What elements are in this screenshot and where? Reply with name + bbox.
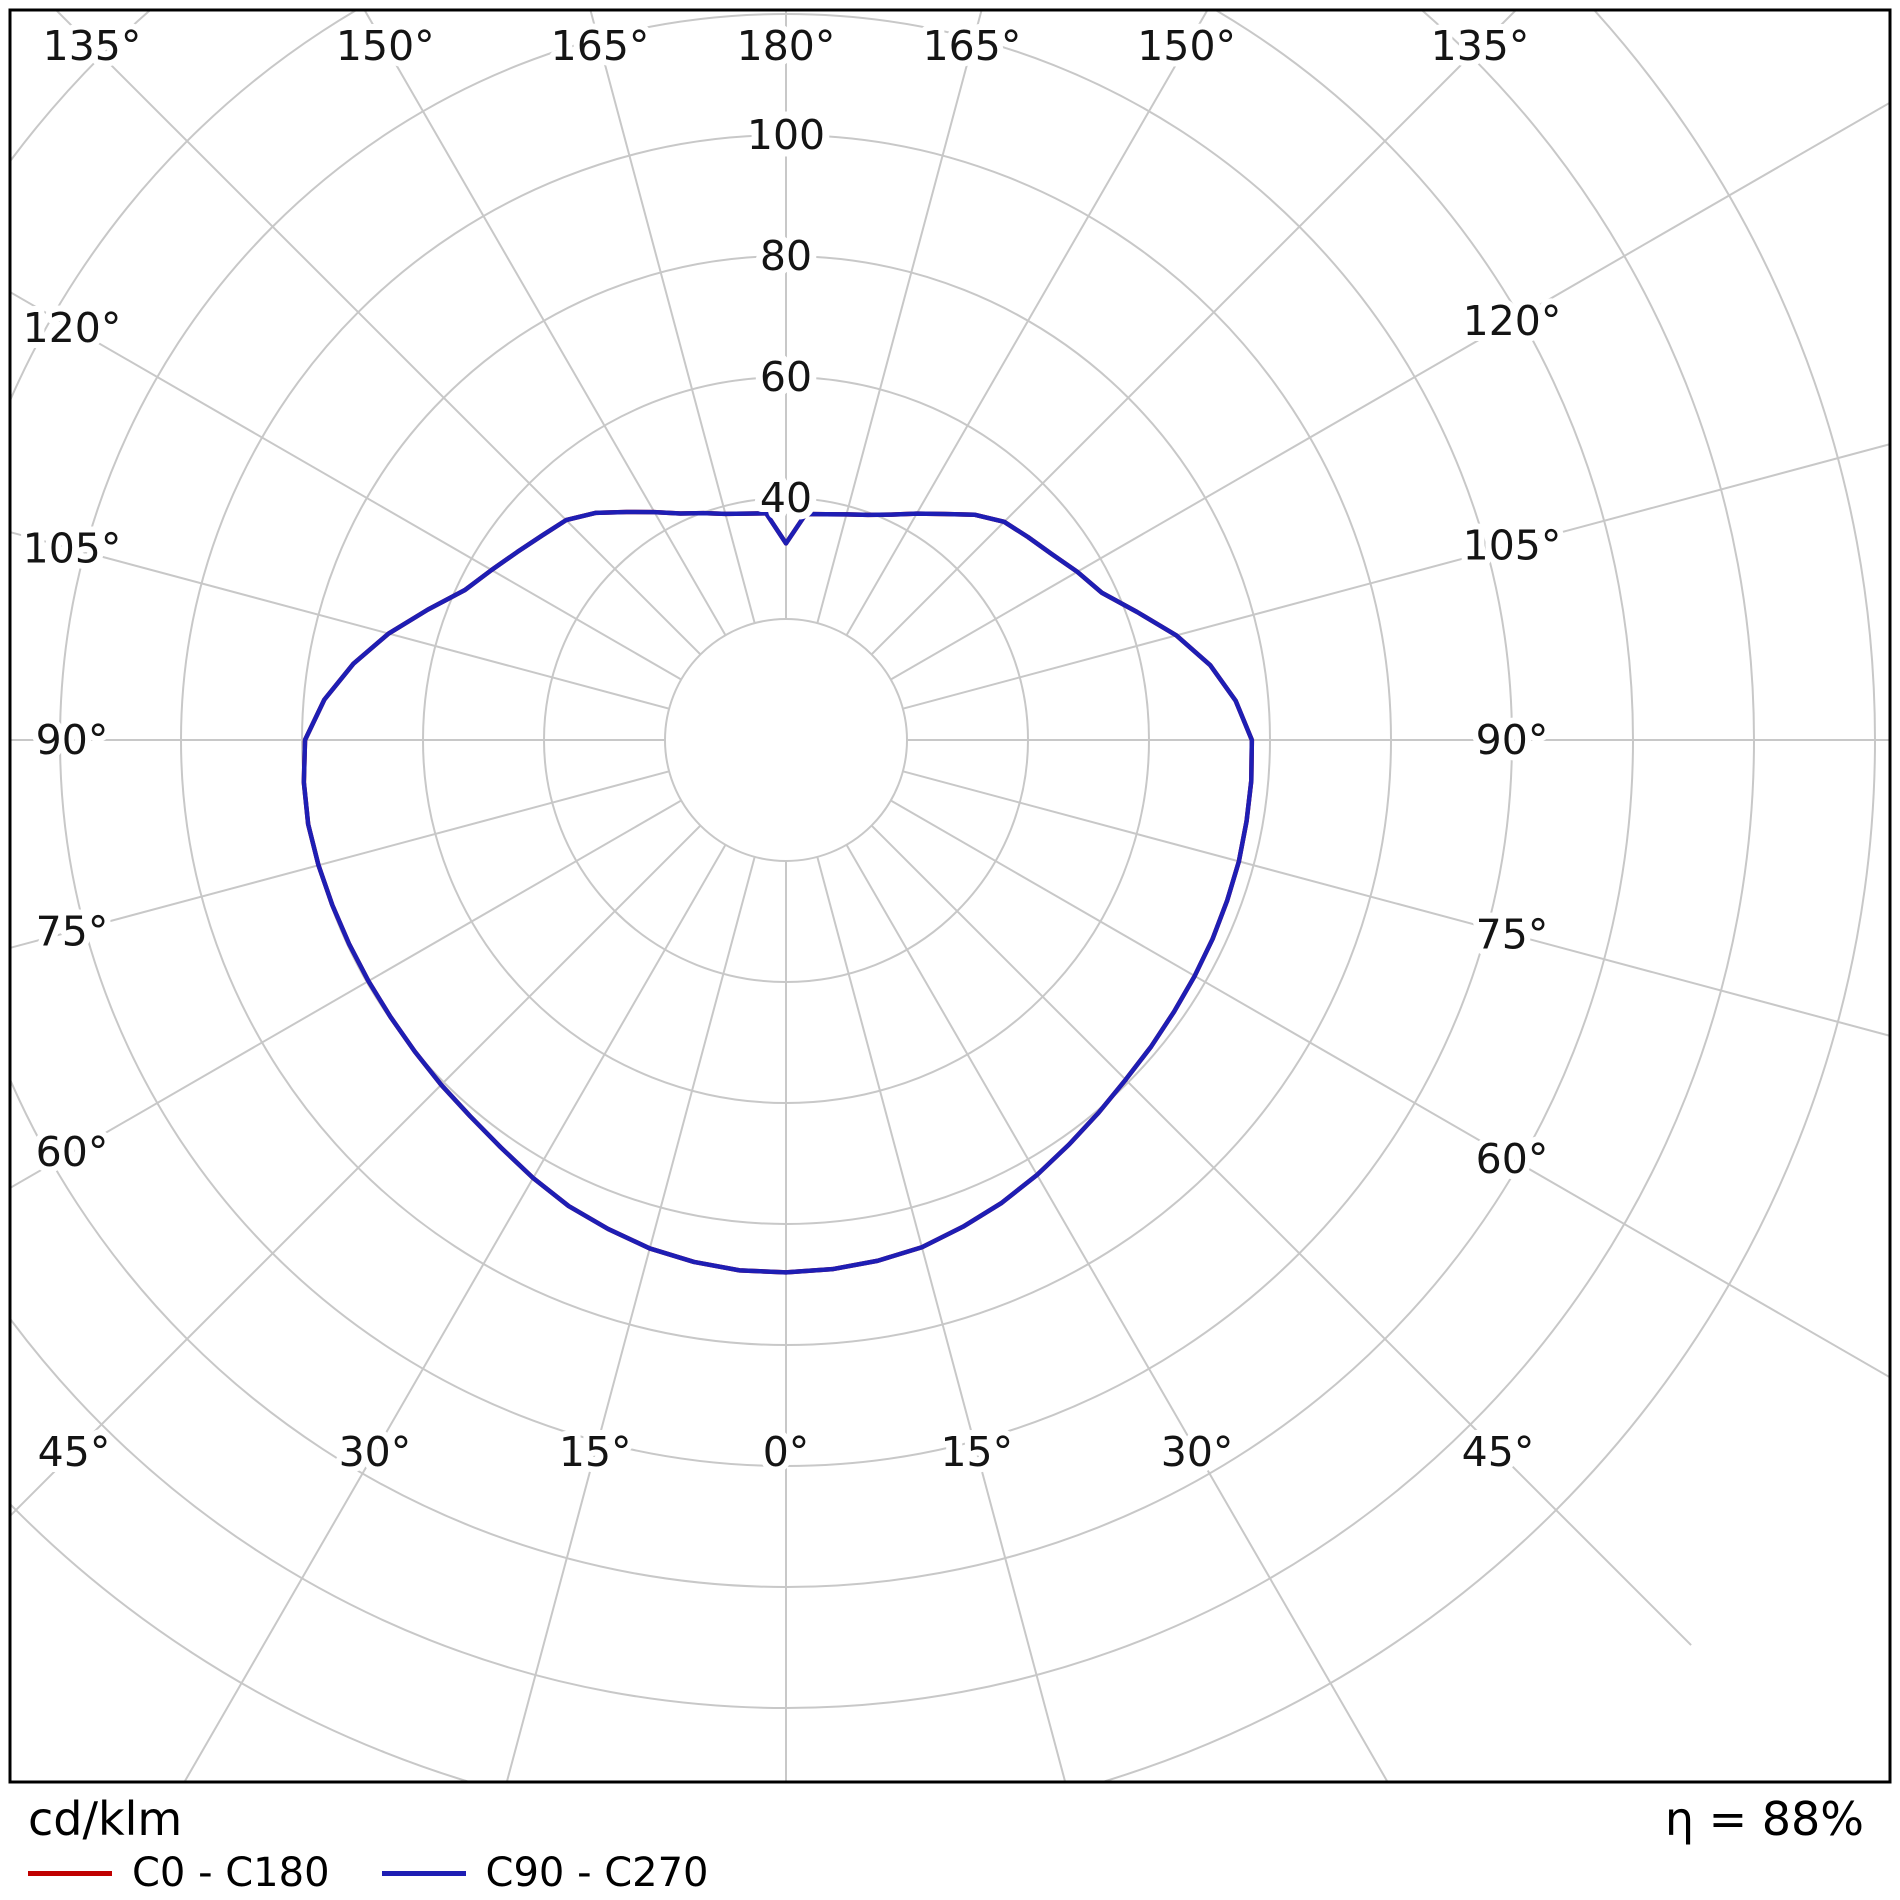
angle-label: 105°: [1463, 521, 1562, 569]
legend-label: C0 - C180: [132, 1850, 330, 1896]
grid-circle: [664, 618, 908, 862]
angle-label: 60°: [1476, 1135, 1549, 1183]
angle-label: 45°: [38, 1428, 111, 1476]
curve-c0-c180: [301, 509, 1255, 1275]
radial-tick-label: 40: [760, 474, 812, 522]
grid-spoke: [506, 856, 756, 1781]
grid-spoke: [890, 102, 1889, 681]
grid-spoke: [184, 844, 727, 1781]
grid-spoke: [902, 770, 1889, 1037]
radial-tick-label: 100: [747, 111, 825, 159]
grid-spoke: [845, 11, 1208, 636]
legend: C0 - C180 C90 - C270: [28, 1850, 761, 1896]
angle-label: 150°: [1137, 22, 1236, 70]
angle-label: 30°: [339, 1428, 412, 1476]
legend-item-c0-c180: C0 - C180: [28, 1850, 330, 1896]
angle-label: 180°: [737, 22, 836, 70]
legend-item-c90-c270: C90 - C270: [381, 1850, 709, 1896]
angle-label: 165°: [923, 22, 1022, 70]
angle-label: 105°: [23, 525, 122, 573]
radial-tick-label: 80: [760, 232, 812, 280]
grid-spoke: [11, 770, 670, 949]
grid-spoke: [56, 11, 702, 656]
angle-label: 120°: [23, 304, 122, 352]
angle-label: 90°: [1476, 716, 1549, 764]
angle-label: 45°: [1462, 1428, 1535, 1476]
angle-label: 75°: [36, 907, 109, 955]
angle-label: 0°: [763, 1428, 810, 1476]
angle-label: 135°: [1431, 22, 1530, 70]
efficiency-label: η = 88%: [1664, 1792, 1864, 1846]
grid-spoke: [11, 824, 702, 1516]
angle-label: 120°: [1463, 297, 1562, 345]
angle-label: 135°: [43, 22, 142, 70]
grid-spoke: [890, 799, 1889, 1378]
angle-label: 75°: [1476, 911, 1549, 959]
grid-spoke: [845, 844, 1388, 1781]
radial-tick-label: 60: [760, 353, 812, 401]
grid-spoke: [11, 799, 682, 1189]
legend-line-red-icon: [28, 1870, 112, 1876]
legend-line-blue-icon: [381, 1870, 466, 1876]
grid-spoke: [870, 824, 1692, 1646]
plot-border: [8, 8, 1892, 1784]
grid-spoke: [870, 11, 1516, 656]
angle-label: 90°: [36, 716, 109, 764]
angle-label: 15°: [559, 1428, 632, 1476]
angle-label: 15°: [940, 1428, 1013, 1476]
units-label: cd/klm: [28, 1792, 183, 1846]
grid-spoke: [364, 11, 727, 636]
grid-spoke: [589, 11, 756, 624]
grid-spoke: [902, 443, 1889, 710]
angle-label: 30°: [1161, 1428, 1234, 1476]
grid-spoke: [11, 291, 682, 681]
grid-spoke: [816, 856, 1066, 1781]
angle-label: 165°: [551, 22, 650, 70]
grid-spoke: [816, 11, 983, 624]
grid-spoke: [11, 531, 670, 710]
legend-label: C90 - C270: [485, 1850, 709, 1896]
angle-label: 60°: [36, 1128, 109, 1176]
curve-c90-c270: [301, 509, 1255, 1275]
angle-label: 150°: [336, 22, 435, 70]
